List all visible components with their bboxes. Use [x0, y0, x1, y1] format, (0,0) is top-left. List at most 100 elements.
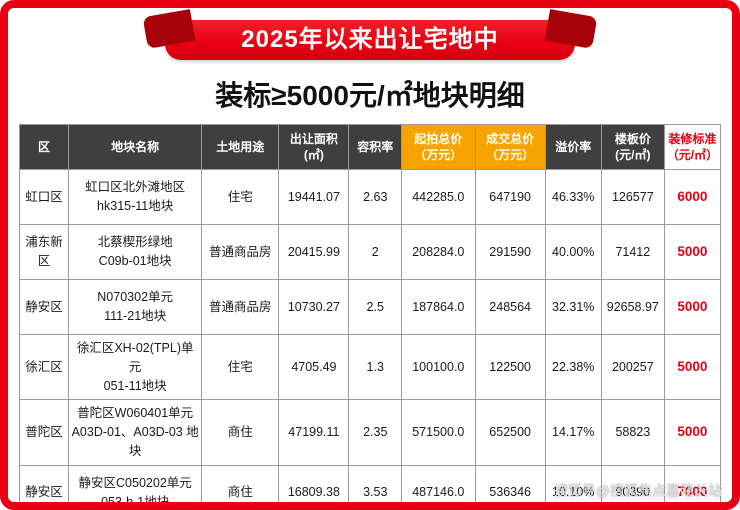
cell-far: 2.35 — [348, 399, 403, 466]
cell-area: 10730.27 — [278, 279, 350, 335]
cell-start-price: 442285.0 — [401, 169, 476, 225]
col-header-floor-price: 楼板价 (元/㎡) — [600, 124, 665, 170]
plot-name-line: 静安区C050202单元 — [78, 475, 192, 490]
cell-far: 2.5 — [348, 279, 403, 335]
cell-plot-name: 徐汇区XH-02(TPL)单元 051-11地块 — [68, 333, 203, 401]
col-header-use: 土地用途 — [201, 124, 280, 170]
header-line: 地块名称 — [111, 139, 160, 154]
sohu-watermark: 搜狐号@搜狐焦点嘉略关站 — [553, 482, 722, 498]
col-header-deal-price: 成交总价 （万元） — [474, 124, 546, 170]
cell-deco-standard: 6000 — [663, 169, 722, 225]
header-line: (㎡) — [303, 148, 324, 162]
plot-name-line: 普陀区W060401单元 — [77, 406, 194, 421]
plot-name-line: hk315-11地块 — [97, 199, 174, 213]
cell-plot-name: 虹口区北外滩地区 hk315-11地块 — [68, 169, 203, 225]
plot-name-line: 053-b-1地块 — [101, 494, 170, 509]
plot-name-line: N070302单元 — [97, 290, 174, 305]
cell-land-use: 商住 — [201, 399, 280, 466]
page-title: 装标≥5000元/㎡地块明细 — [215, 80, 525, 111]
cell-premium: 14.17% — [544, 399, 602, 466]
col-header-name: 地块名称 — [68, 124, 203, 170]
cell-deal-price: 291590 — [474, 224, 546, 280]
cell-start-price: 571500.0 — [401, 399, 476, 466]
cell-land-use: 住宅 — [201, 333, 280, 401]
cell-land-use: 商住 — [201, 464, 280, 502]
table-row: 静安区 静安区C050202单元 053-b-1地块 商住 16809.38 3.… — [18, 464, 722, 509]
cell-far: 1.3 — [348, 333, 403, 401]
cell-floor-price: 126577 — [600, 169, 665, 225]
plot-name-line: A03D-01、A03D-03 地块 — [71, 425, 199, 458]
plot-name-line: 111-21地块 — [104, 309, 167, 323]
plot-name-line: 徐汇区XH-02(TPL)单元 — [76, 341, 194, 374]
cell-land-use: 普通商品房 — [201, 224, 280, 280]
table-row: 普陀区 普陀区W060401单元 A03D-01、A03D-03 地块 商住 47… — [18, 399, 722, 466]
header-line: 楼板价 — [614, 131, 651, 146]
cell-deal-price: 536346 — [474, 464, 546, 502]
cell-deco-standard: 5000 — [663, 333, 722, 401]
table-row: 静安区 N070302单元 111-21地块 普通商品房 10730.27 2.5… — [18, 279, 722, 335]
col-header-start-price: 起拍总价 （万元） — [401, 124, 476, 170]
cell-plot-name: 静安区C050202单元 053-b-1地块 — [68, 464, 203, 509]
cell-premium: 10.10% — [544, 464, 602, 502]
cell-district: 虹口区 — [18, 169, 70, 225]
cell-premium: 32.31% — [544, 279, 602, 335]
header-line: （万元） — [486, 148, 535, 162]
header-line: 成交总价 — [486, 131, 535, 146]
cell-start-price: 100100.0 — [401, 333, 476, 401]
header-line: （万元） — [414, 148, 463, 162]
cell-district: 普陀区 — [18, 399, 70, 466]
cell-floor-price: 71412 — [600, 224, 665, 280]
cell-plot-name: 普陀区W060401单元 A03D-01、A03D-03 地块 — [68, 399, 203, 466]
banner-title: 2025年以来出让宅地中 — [241, 26, 499, 53]
cell-floor-price: 58823 — [600, 399, 665, 466]
col-header-area: 出让面积 (㎡) — [278, 124, 350, 170]
cell-deal-price: 647190 — [474, 169, 546, 225]
land-plots-table: 区 地块名称 土地用途 出让面积 (㎡) 容积率 起拍总价 （万元） 成交总价 （万元… — [18, 124, 722, 509]
cell-land-use: 住宅 — [201, 169, 280, 225]
header-line: 容积率 — [357, 139, 394, 154]
cell-deco-standard: 7000 — [663, 464, 722, 502]
cell-district: 徐汇区 — [18, 333, 70, 401]
header-line: (元/㎡) — [615, 148, 651, 162]
plot-name-line: 北蔡楔形绿地 — [97, 235, 173, 250]
cell-plot-name: 北蔡楔形绿地 C09b-01地块 — [68, 224, 203, 280]
col-header-far: 容积率 — [348, 124, 403, 170]
cell-deal-price: 122500 — [474, 333, 546, 401]
cell-area: 47199.11 — [278, 399, 350, 466]
table-header-row: 区 地块名称 土地用途 出让面积 (㎡) 容积率 起拍总价 （万元） 成交总价 （万元… — [18, 124, 722, 170]
col-header-deco-standard: 装修标准 （元/㎡） — [663, 124, 722, 170]
cell-far: 2 — [348, 224, 403, 280]
cell-floor-price: 90390 — [600, 464, 665, 502]
banner-ribbon: 2025年以来出让宅地中 — [165, 20, 575, 60]
cell-deco-standard: 5000 — [663, 399, 722, 466]
header-line: （元/㎡） — [666, 148, 719, 162]
plot-name-line: 虹口区北外滩地区 — [85, 180, 186, 195]
cell-deco-standard: 5000 — [663, 279, 722, 335]
cell-land-use: 普通商品房 — [201, 279, 280, 335]
cell-district: 静安区 — [18, 464, 70, 502]
header-line: 装修标准 — [668, 131, 717, 146]
cell-floor-price: 92658.97 — [600, 279, 665, 335]
cell-start-price: 187864.0 — [401, 279, 476, 335]
cell-start-price: 208284.0 — [401, 224, 476, 280]
cell-district: 静安区 — [18, 279, 70, 335]
cell-deal-price: 652500 — [474, 399, 546, 466]
cell-area: 16809.38 — [278, 464, 350, 502]
plot-name-line: 051-11地块 — [103, 378, 167, 393]
cell-plot-name: N070302单元 111-21地块 — [68, 279, 203, 335]
cell-floor-price: 200257 — [600, 333, 665, 401]
col-header-district: 区 — [18, 124, 70, 170]
cell-premium: 22.38% — [544, 333, 602, 401]
cell-deal-price: 248564 — [474, 279, 546, 335]
header-line: 土地用途 — [216, 139, 265, 154]
cell-start-price: 487146.0 — [401, 464, 476, 502]
table-row: 徐汇区 徐汇区XH-02(TPL)单元 051-11地块 住宅 4705.49 1… — [18, 333, 722, 401]
table-row: 浦东新区 北蔡楔形绿地 C09b-01地块 普通商品房 20415.99 2 20… — [18, 224, 722, 280]
cell-premium: 40.00% — [544, 224, 602, 280]
cell-deco-standard: 5000 — [663, 224, 722, 280]
plot-name-line: C09b-01地块 — [98, 254, 172, 268]
table-row: 虹口区 虹口区北外滩地区 hk315-11地块 住宅 19441.07 2.63 … — [18, 169, 722, 225]
cell-area: 4705.49 — [278, 333, 350, 401]
banner-area: 2025年以来出让宅地中 — [8, 20, 732, 70]
